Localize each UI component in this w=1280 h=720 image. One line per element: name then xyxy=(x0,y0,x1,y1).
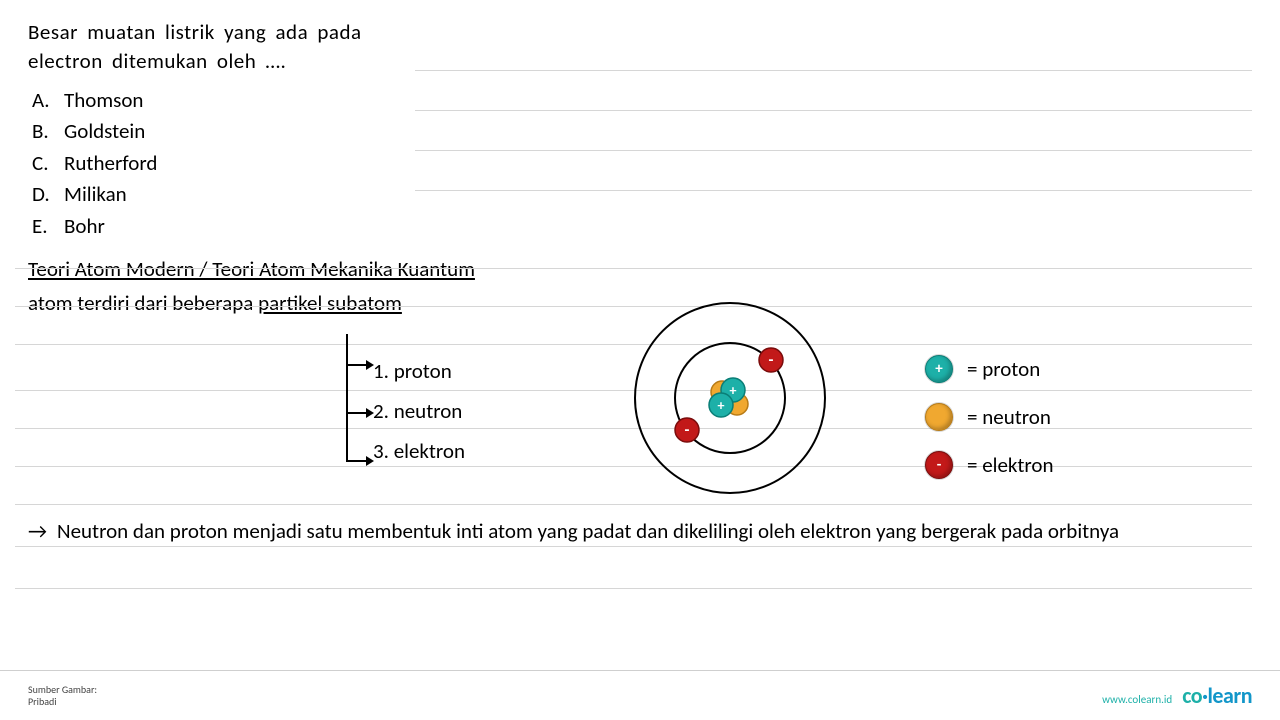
question-text: Besar muatan listrik yang ada pada elect… xyxy=(28,18,408,77)
legend-proton: + = proton xyxy=(925,345,1054,393)
atom-legend: + = proton = neutron - = elektron xyxy=(925,345,1054,489)
svg-text:+: + xyxy=(730,382,737,399)
legend-elektron: - = elektron xyxy=(925,441,1054,489)
particle-proton: 1. proton xyxy=(365,352,465,392)
svg-text:+: + xyxy=(718,397,725,414)
atom-diagram: + + - - xyxy=(625,300,835,500)
footer-url: www.colearn.id xyxy=(1102,693,1172,706)
legend-neutron: = neutron xyxy=(925,393,1054,441)
particle-elektron: 3. elektron xyxy=(365,432,465,472)
arrow-icon: → xyxy=(28,518,47,544)
particle-neutron: 2. neutron xyxy=(365,392,465,432)
conclusion-text: →Neutron dan proton menjadi satu membent… xyxy=(28,510,1252,552)
proton-icon: + xyxy=(925,355,953,383)
neutron-icon xyxy=(925,403,953,431)
image-source: Sumber Gambar: Pribadi xyxy=(28,684,97,708)
svg-text:-: - xyxy=(769,351,774,370)
electron-icon: - xyxy=(925,451,953,479)
footer: Sumber Gambar: Pribadi www.colearn.id co… xyxy=(0,670,1280,720)
particle-list: 1. proton 2. neutron 3. elektron xyxy=(365,352,465,472)
svg-text:-: - xyxy=(685,421,690,440)
colearn-logo: co·learn xyxy=(1182,682,1252,709)
